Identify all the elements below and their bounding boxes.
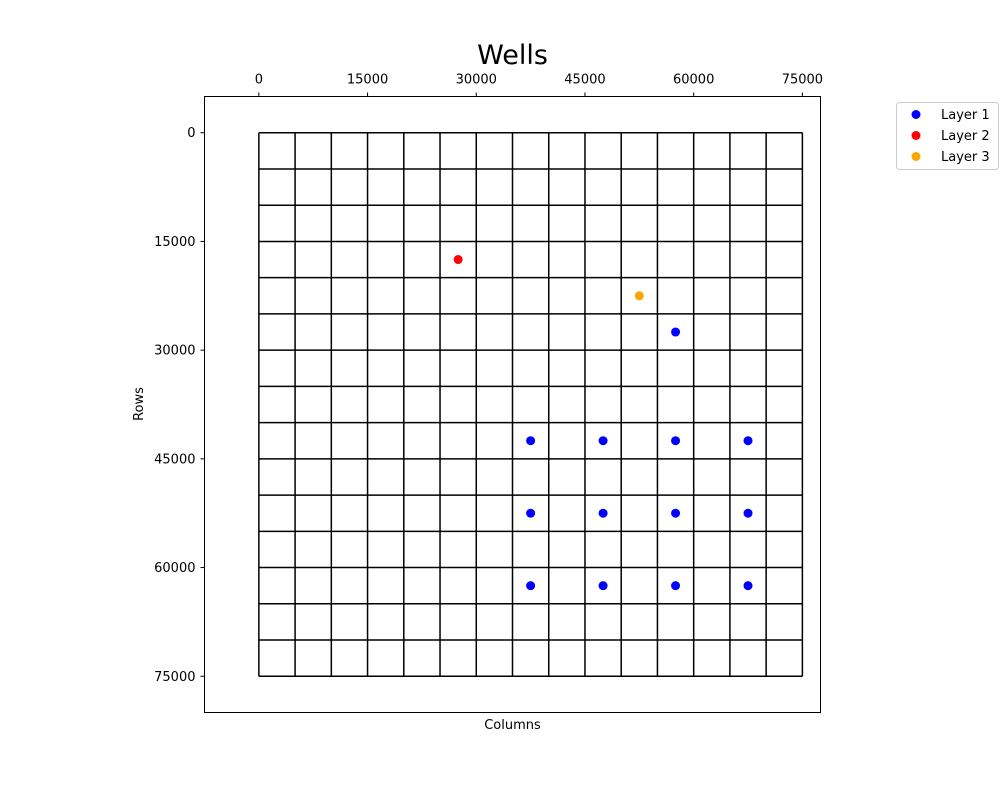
well-point-layer-1 [526, 436, 536, 446]
well-point-layer-1 [671, 581, 681, 591]
x-tick-label: 45000 [564, 73, 605, 88]
well-point-layer-1 [671, 327, 681, 337]
legend-label-layer-3: Layer 3 [941, 150, 990, 165]
well-points [453, 255, 753, 591]
y-tick-label: 15000 [154, 235, 195, 250]
x-axis-ticks: 0 15000 30000 45000 60000 75000 [255, 73, 823, 97]
well-point-layer-1 [526, 508, 536, 518]
x-tick-label: 0 [255, 73, 263, 88]
y-tick-label: 75000 [154, 670, 195, 685]
well-point-layer-1 [671, 436, 681, 446]
x-tick-label: 15000 [347, 73, 388, 88]
well-point-layer-3 [634, 291, 644, 301]
well-point-layer-1 [598, 581, 608, 591]
y-axis-ticks: 0 15000 30000 45000 60000 75000 [154, 126, 205, 685]
legend: Layer 1 Layer 2 Layer 3 [896, 102, 999, 170]
legend-marker-layer-2 [911, 131, 921, 140]
well-point-layer-1 [743, 581, 753, 591]
well-point-layer-1 [598, 436, 608, 446]
legend-label-layer-1: Layer 1 [941, 108, 990, 123]
y-axis-label: Rows [132, 387, 147, 421]
legend-marker-layer-1 [911, 110, 921, 119]
x-tick-label: 30000 [456, 73, 497, 88]
legend-marker-layer-3 [911, 152, 921, 161]
grid-lines [258, 131, 804, 678]
well-point-layer-1 [526, 581, 536, 591]
x-axis-label: Columns [484, 718, 541, 733]
x-tick-label: 60000 [673, 73, 714, 88]
y-tick-label: 60000 [154, 561, 195, 576]
well-point-layer-1 [671, 508, 681, 518]
y-tick-label: 45000 [154, 452, 195, 467]
y-tick-label: 30000 [154, 344, 195, 359]
well-point-layer-1 [743, 436, 753, 446]
well-point-layer-2 [453, 255, 463, 265]
well-point-layer-1 [743, 508, 753, 518]
y-tick-label: 0 [187, 126, 195, 141]
x-tick-label: 75000 [782, 73, 823, 88]
legend-label-layer-2: Layer 2 [941, 129, 990, 144]
chart-title: Wells [477, 40, 548, 71]
well-point-layer-1 [598, 508, 608, 518]
legend-box [896, 102, 999, 170]
